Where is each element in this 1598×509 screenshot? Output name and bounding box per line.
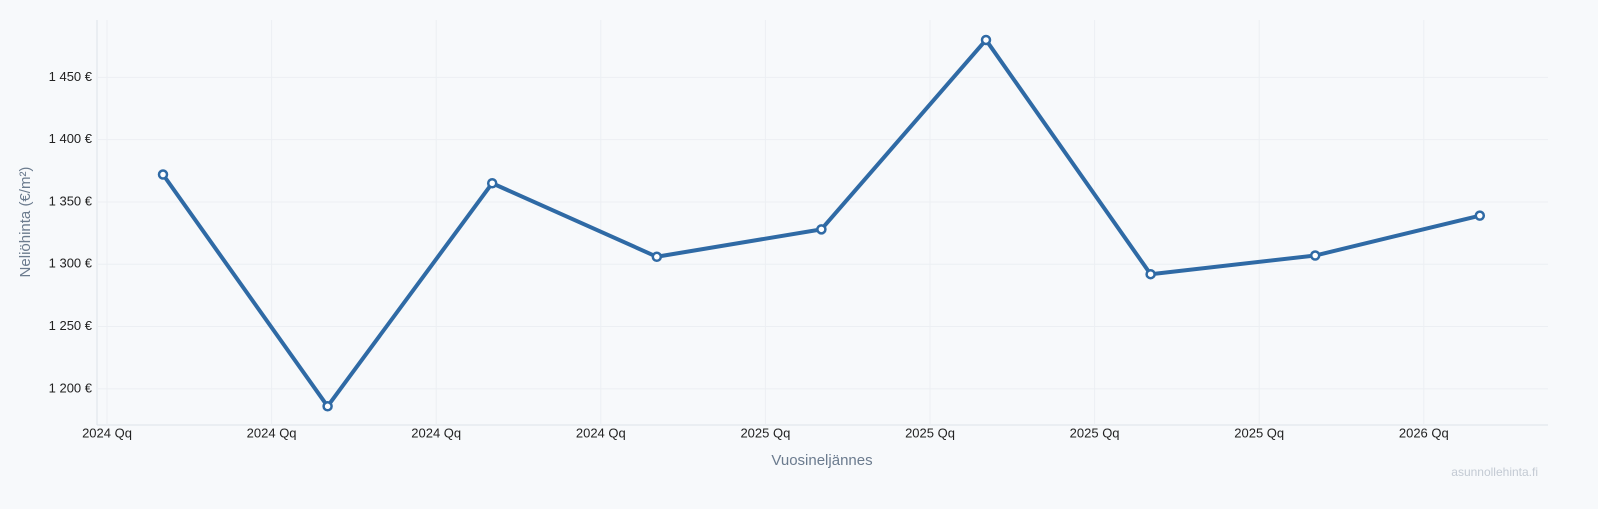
point (1145, 268, 1156, 280)
y-tick-label: 1 350 € (49, 193, 93, 208)
x-tick-label: 2024 Qq (411, 425, 461, 440)
x-tick-label: 2025 Qq (1234, 425, 1284, 440)
watermark: asunnollehinta.fi (1451, 465, 1538, 479)
point (980, 34, 992, 46)
x-axis-title: Vuosineljännes (771, 452, 872, 469)
x-tick-label: 2026 Qq (1399, 425, 1449, 440)
x-tick-label: 2025 Qq (740, 425, 790, 440)
x-tick-label: 2024 Qq (576, 425, 626, 440)
point (816, 224, 827, 235)
point (1474, 210, 1486, 221)
y-tick-label: 1 250 € (49, 318, 93, 333)
point (486, 177, 498, 189)
x-tick-label: 2025 Qq (905, 425, 955, 440)
y-axis-title: Neliöhinta (€/m²) (17, 167, 34, 278)
x-tick-label: 2025 Qq (1070, 425, 1120, 440)
point (157, 169, 169, 180)
y-tick-label: 1 300 € (49, 256, 93, 271)
x-tick-label: 2024 Qq (247, 425, 297, 440)
y-tick-label: 1 200 € (49, 380, 93, 395)
point (322, 401, 333, 412)
point (1309, 250, 1321, 261)
x-tick-label: 2024 Qq (82, 425, 132, 440)
y-tick-label: 1 400 € (49, 131, 93, 146)
point (651, 251, 663, 263)
y-tick-label: 1 450 € (49, 69, 93, 84)
